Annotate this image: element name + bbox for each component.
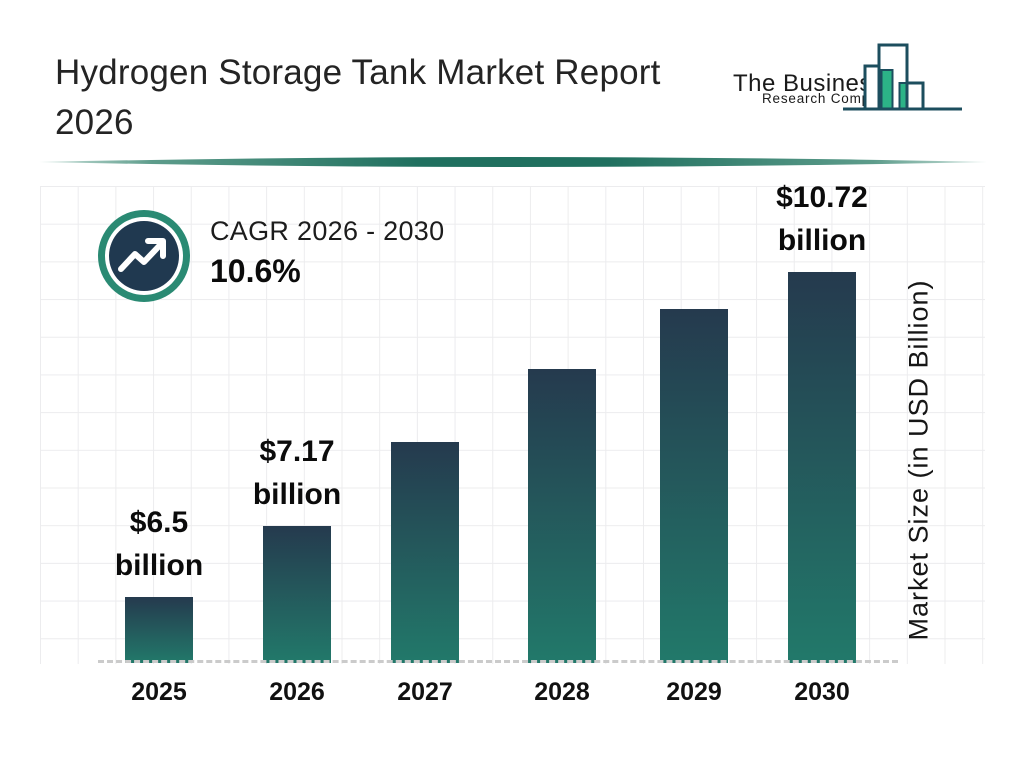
x-tick-label-2030: 2030	[794, 678, 850, 706]
cagr-text-block: CAGR 2026 - 2030 10.6%	[210, 212, 444, 292]
y-axis-label: Market Size (in USD Billion)	[903, 279, 934, 641]
cagr-value: 10.6%	[210, 253, 301, 289]
bar-value-label-2025: $6.5 billion	[114, 506, 204, 582]
x-tick-label-2029: 2029	[666, 678, 722, 706]
bar-2025	[125, 597, 193, 663]
bar-2030	[788, 272, 856, 663]
page-title: Hydrogen Storage Tank Market Report 2026	[55, 53, 661, 142]
cagr-badge	[95, 207, 193, 310]
x-tick-label-2028: 2028	[534, 678, 590, 706]
logo-company-subname: Research Company	[762, 91, 895, 106]
logo-bars-icon	[843, 43, 962, 111]
bar-2027	[391, 442, 459, 663]
x-tick-label-2025: 2025	[131, 678, 187, 706]
bar-value-label-2030: $10.72 billion	[776, 181, 868, 257]
trending-up-icon	[98, 210, 190, 302]
company-logo: The Business Research Company	[720, 30, 1010, 130]
x-tick-label-2026: 2026	[269, 678, 325, 706]
axis-baseline	[98, 660, 898, 663]
bar-value-label-2026: $7.17 billion	[252, 435, 342, 511]
bar-2029	[660, 309, 728, 663]
bar-2028	[528, 369, 596, 663]
divider	[39, 157, 987, 167]
x-tick-label-2027: 2027	[397, 678, 453, 706]
cagr-label: CAGR 2026 - 2030	[210, 216, 445, 246]
bar-2026	[263, 526, 331, 663]
logo-company-name: The Business	[733, 70, 885, 97]
